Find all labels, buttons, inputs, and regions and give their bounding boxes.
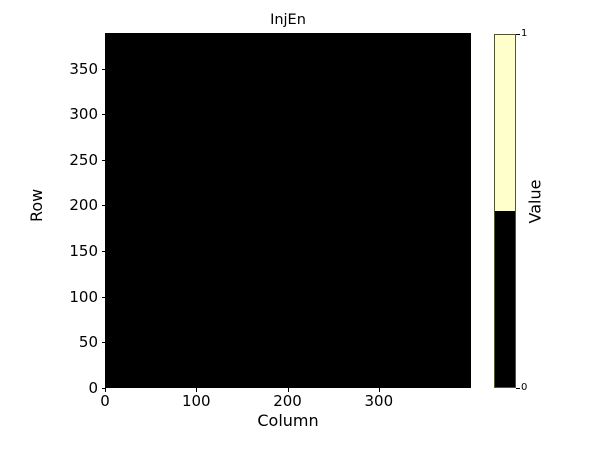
y-axis-label: Row bbox=[27, 188, 46, 222]
y-tick-label: 250 bbox=[69, 150, 98, 169]
x-axis-label: Column bbox=[257, 411, 319, 430]
y-tick-label: 300 bbox=[69, 105, 98, 124]
x-tick-label: 200 bbox=[273, 392, 302, 410]
colorbar-tick-mark bbox=[516, 388, 520, 389]
y-tick-mark bbox=[101, 251, 105, 253]
x-tick-label: 100 bbox=[181, 392, 211, 410]
colorbar[interactable] bbox=[494, 34, 516, 388]
colorbar-tick-label: 0 bbox=[521, 382, 528, 393]
colorbar-label: Value bbox=[525, 179, 545, 224]
y-tick-mark bbox=[101, 388, 105, 389]
y-tick-mark bbox=[101, 114, 105, 116]
y-tick-mark bbox=[101, 205, 105, 207]
x-tick-mark bbox=[196, 388, 198, 392]
colorbar-tick-mark bbox=[516, 34, 520, 35]
y-tick-mark bbox=[101, 159, 105, 161]
colorbar-tick-label: 1 bbox=[521, 28, 528, 39]
y-tick-label: 150 bbox=[69, 242, 98, 261]
x-tick-mark bbox=[105, 388, 106, 392]
heatmap-image bbox=[105, 33, 471, 388]
page-title: InjEn bbox=[270, 12, 306, 28]
colorbar-segment bbox=[495, 211, 515, 387]
y-tick-label: 100 bbox=[69, 287, 98, 306]
y-tick-label: 0 bbox=[88, 379, 98, 397]
y-tick-label: 350 bbox=[69, 59, 98, 78]
x-tick-label: 300 bbox=[364, 392, 394, 410]
y-tick-mark bbox=[101, 342, 105, 344]
x-tick-label: 0 bbox=[100, 392, 110, 410]
x-tick-mark bbox=[287, 388, 289, 392]
y-tick-mark bbox=[101, 68, 105, 70]
y-tick-label: 50 bbox=[78, 333, 98, 352]
heatmap-axes[interactable] bbox=[105, 33, 471, 388]
y-tick-mark bbox=[101, 296, 105, 298]
colorbar-segment bbox=[495, 35, 515, 211]
y-tick-label: 200 bbox=[69, 196, 98, 215]
x-tick-mark bbox=[378, 388, 380, 392]
